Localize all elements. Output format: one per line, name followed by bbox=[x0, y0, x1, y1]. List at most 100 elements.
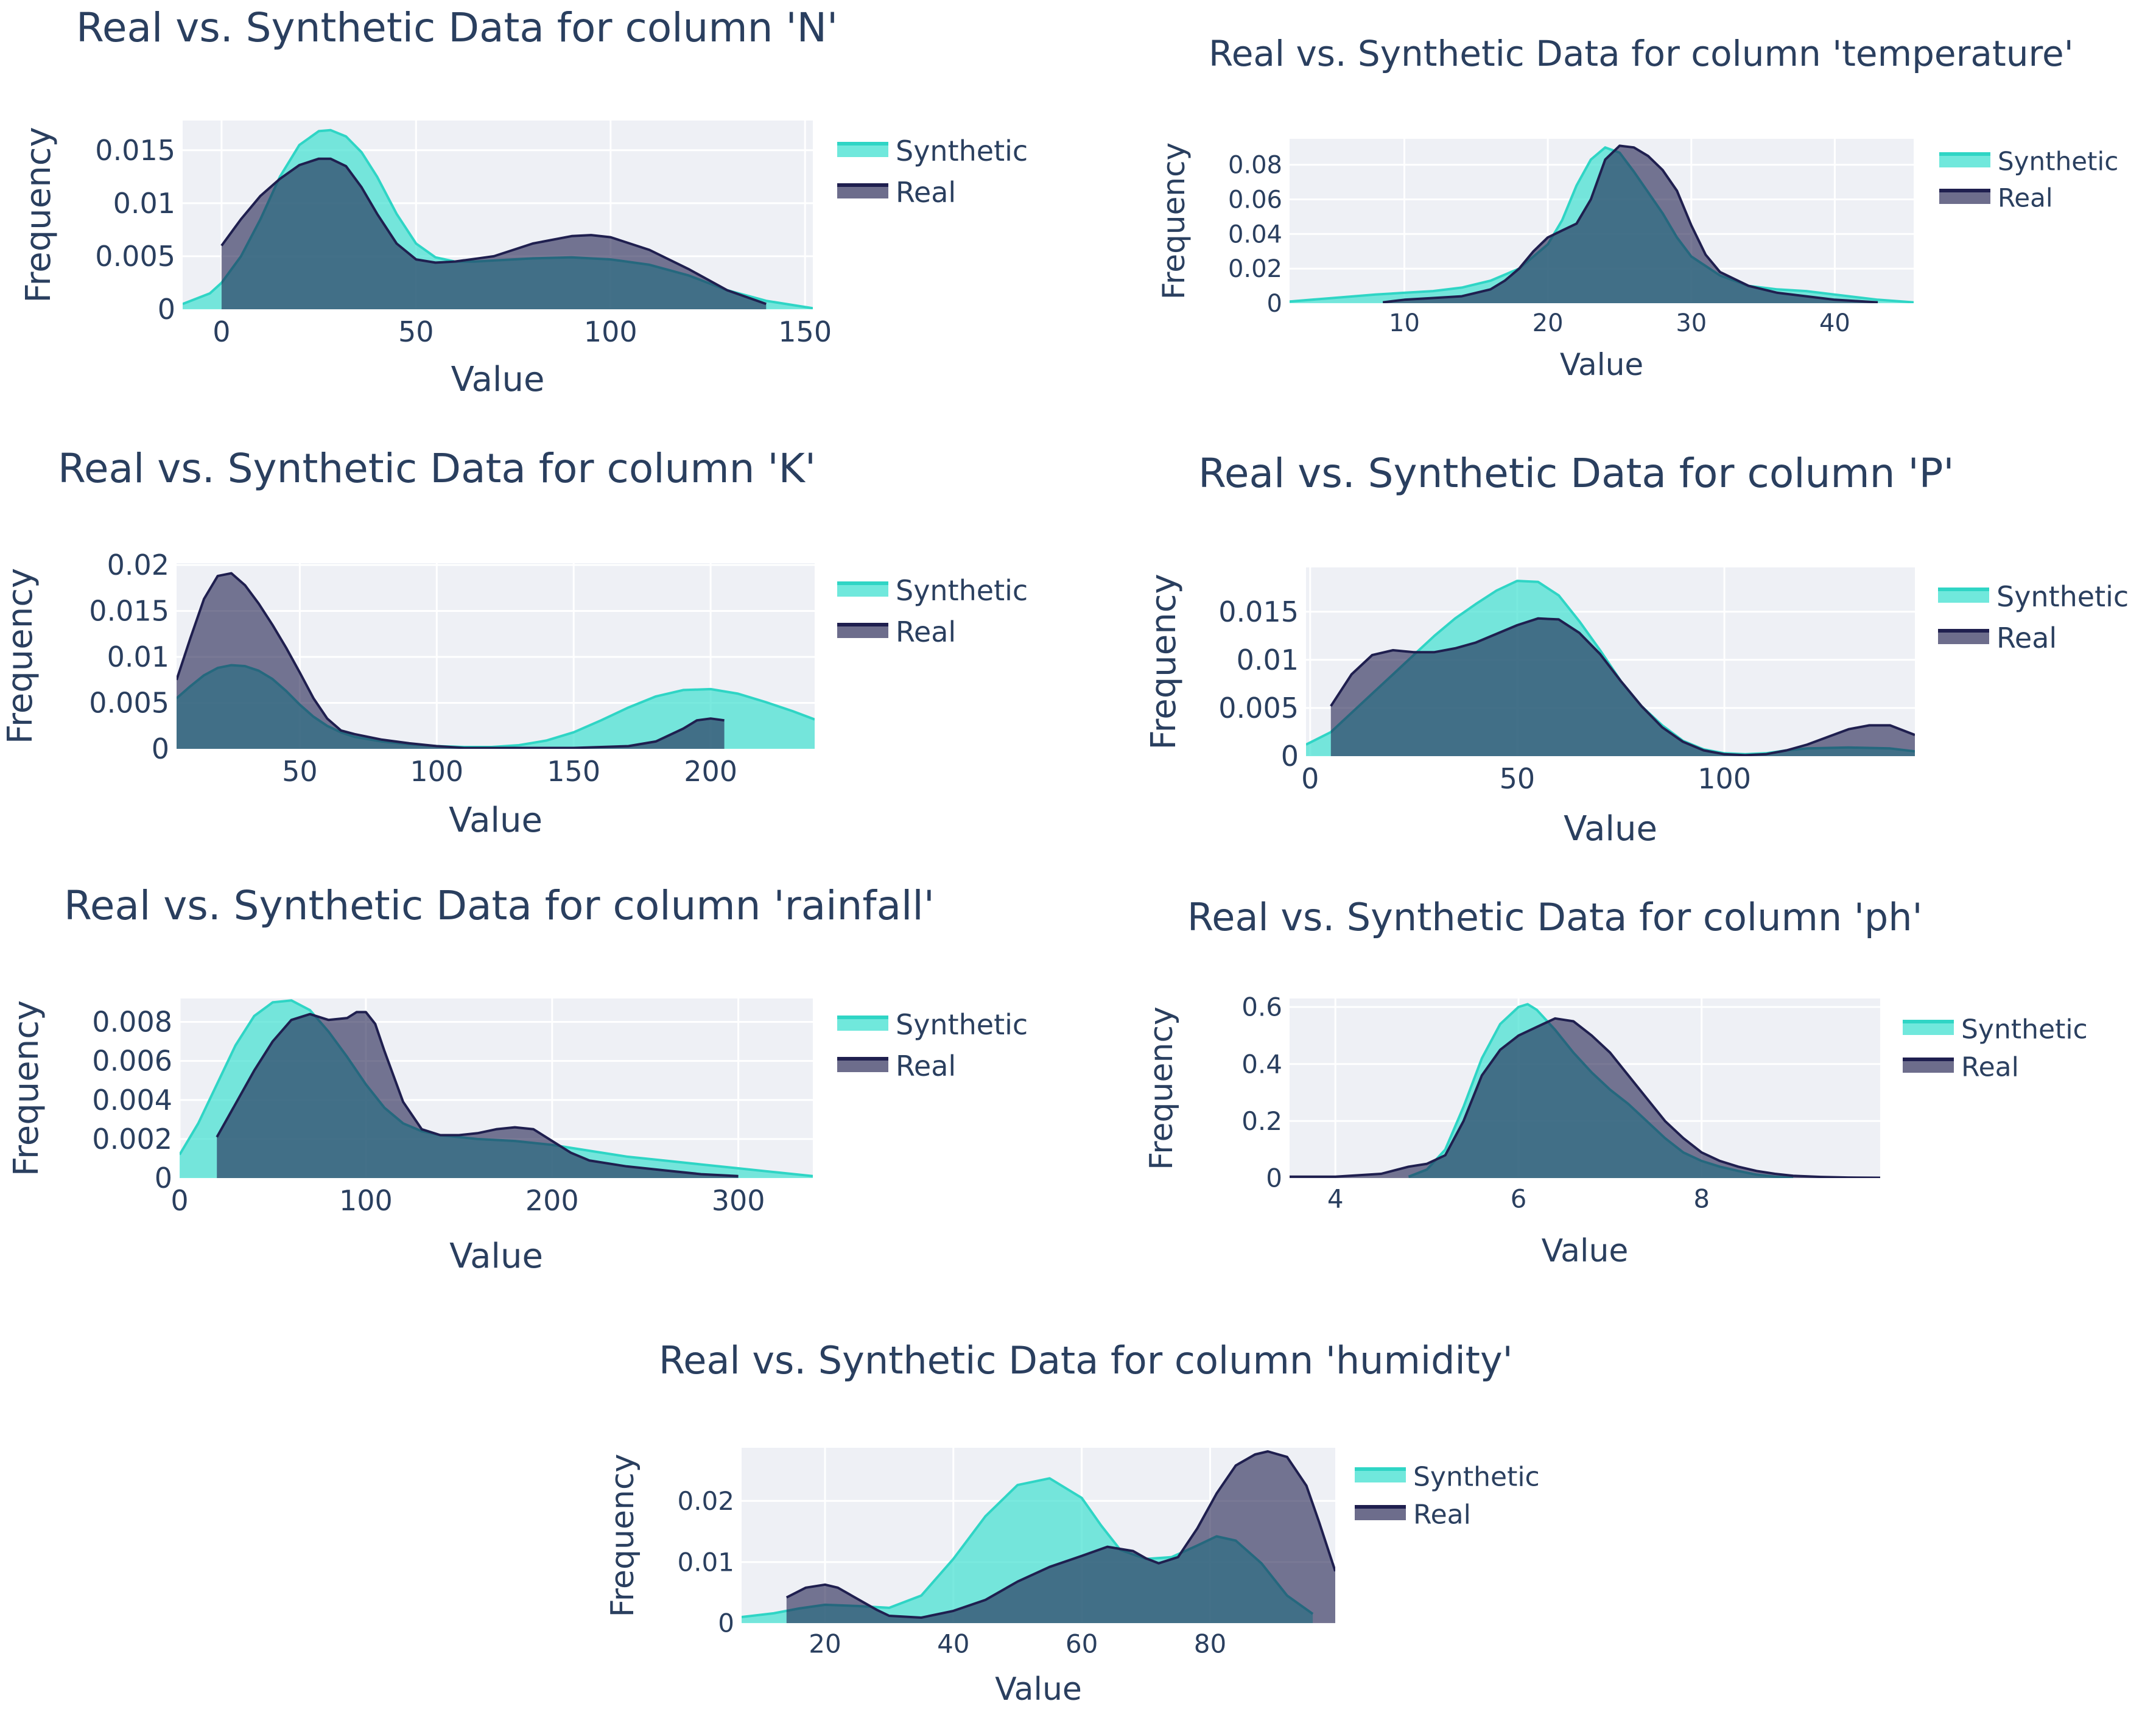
legend-swatch-real bbox=[1355, 1507, 1406, 1520]
y-tick-label: 0.006 bbox=[92, 1045, 172, 1078]
legend-label-real: Real bbox=[1413, 1499, 1471, 1530]
legend-item-real[interactable]: Real bbox=[1355, 1499, 1471, 1530]
legend-swatch-real bbox=[837, 625, 888, 638]
real-area bbox=[177, 573, 725, 749]
synthetic-line bbox=[1290, 146, 1914, 303]
legend[interactable]: Synthetic Real bbox=[837, 574, 1028, 648]
legend-swatch-real bbox=[1903, 1059, 1954, 1073]
series-layer bbox=[1306, 580, 1915, 756]
y-tick-label: 0 bbox=[158, 293, 175, 326]
y-axis-label: Frequency bbox=[1144, 574, 1184, 749]
legend[interactable]: Synthetic Real bbox=[1355, 1461, 1540, 1530]
y-tick-label: 0 bbox=[1267, 290, 1282, 318]
legend-item-synthetic[interactable]: Synthetic bbox=[837, 1008, 1028, 1041]
real-line bbox=[216, 1011, 739, 1177]
legend-swatch-synthetic bbox=[837, 583, 888, 597]
legend-label-real: Real bbox=[896, 616, 956, 648]
x-tick-label: 50 bbox=[398, 315, 434, 348]
y-tick-label: 0.02 bbox=[677, 1486, 734, 1516]
chart-title: Real vs. Synthetic Data for column 'temp… bbox=[1209, 33, 2074, 74]
y-tick-label: 0.2 bbox=[1241, 1106, 1282, 1136]
real-area bbox=[1290, 1018, 1880, 1178]
y-tick-label: 0.015 bbox=[95, 134, 175, 167]
legend[interactable]: Synthetic Real bbox=[1903, 1014, 2088, 1082]
x-axis-label: Value bbox=[451, 360, 545, 399]
x-tick-label: 100 bbox=[1698, 762, 1751, 795]
y-tick-label: 0.08 bbox=[1228, 152, 1282, 180]
legend-item-real[interactable]: Real bbox=[837, 1050, 956, 1082]
legend-swatch-synthetic bbox=[1903, 1022, 1954, 1035]
legend-swatch-synthetic bbox=[1939, 154, 1990, 167]
y-tick-label: 0.01 bbox=[107, 640, 169, 673]
legend-label-synthetic: Synthetic bbox=[1413, 1461, 1540, 1492]
x-tick-label: 10 bbox=[1389, 309, 1420, 337]
legend-swatch-real bbox=[837, 1059, 888, 1072]
x-tick-label: 50 bbox=[1500, 762, 1536, 795]
legend[interactable]: Synthetic Real bbox=[1939, 147, 2118, 213]
y-tick-label: 0.01 bbox=[113, 187, 175, 220]
legend-label-synthetic: Synthetic bbox=[1998, 147, 2118, 177]
legend[interactable]: Synthetic Real bbox=[837, 135, 1028, 209]
x-tick-label: 150 bbox=[547, 755, 600, 788]
y-tick-label: 0.4 bbox=[1241, 1049, 1282, 1079]
x-axis-label: Value bbox=[1560, 347, 1643, 382]
legend[interactable]: Synthetic Real bbox=[1938, 580, 2129, 654]
legend[interactable]: Synthetic Real bbox=[837, 1008, 1028, 1082]
legend-item-synthetic[interactable]: Synthetic bbox=[1938, 580, 2129, 613]
real-line bbox=[1330, 617, 1915, 756]
y-tick-label: 0.004 bbox=[92, 1084, 172, 1117]
series-layer bbox=[180, 999, 813, 1178]
real-area bbox=[1330, 618, 1915, 756]
legend-item-synthetic[interactable]: Synthetic bbox=[1903, 1014, 2088, 1045]
legend-swatch-synthetic bbox=[1355, 1469, 1406, 1482]
y-tick-label: 0.008 bbox=[92, 1006, 172, 1039]
chart-humidity: Real vs. Synthetic Data for column 'humi… bbox=[605, 1338, 1540, 1708]
y-axis-label: Frequency bbox=[1156, 142, 1192, 300]
legend-label-synthetic: Synthetic bbox=[896, 1008, 1028, 1041]
chart-rainfall: Real vs. Synthetic Data for column 'rain… bbox=[7, 882, 1028, 1276]
y-tick-label: 0.02 bbox=[107, 549, 169, 581]
x-tick-label: 100 bbox=[339, 1184, 393, 1217]
x-tick-label: 8 bbox=[1693, 1184, 1710, 1213]
y-tick-label: 0 bbox=[1266, 1163, 1282, 1193]
chart-ph: Real vs. Synthetic Data for column 'ph' 4… bbox=[1143, 895, 2088, 1269]
x-tick-label: 6 bbox=[1511, 1184, 1527, 1213]
legend-item-real[interactable]: Real bbox=[837, 616, 956, 648]
series-layer bbox=[177, 572, 815, 749]
x-tick-label: 300 bbox=[712, 1184, 765, 1217]
real-line bbox=[177, 572, 725, 749]
legend-item-synthetic[interactable]: Synthetic bbox=[1355, 1461, 1540, 1492]
legend-item-real[interactable]: Real bbox=[1903, 1051, 2019, 1082]
legend-swatch-synthetic bbox=[837, 144, 888, 157]
chart-p: Real vs. Synthetic Data for column 'P' 0 5… bbox=[1144, 450, 2129, 849]
legend-item-real[interactable]: Real bbox=[837, 176, 956, 209]
series-layer bbox=[183, 128, 813, 309]
y-tick-label: 0 bbox=[152, 732, 169, 765]
legend-label-synthetic: Synthetic bbox=[896, 574, 1028, 607]
legend-label-synthetic: Synthetic bbox=[1961, 1014, 2088, 1045]
y-tick-label: 0.015 bbox=[89, 595, 169, 628]
y-tick-label: 0.005 bbox=[95, 240, 175, 273]
legend-swatch-real bbox=[1939, 191, 1990, 204]
y-tick-label: 0.04 bbox=[1228, 220, 1282, 248]
y-axis-label: Frequency bbox=[19, 127, 58, 303]
y-tick-label: 0.06 bbox=[1228, 186, 1282, 214]
legend-item-synthetic[interactable]: Synthetic bbox=[837, 574, 1028, 607]
x-tick-label: 50 bbox=[282, 755, 318, 788]
chart-temperature: Real vs. Synthetic Data for column 'temp… bbox=[1156, 33, 2118, 382]
y-tick-label: 0.005 bbox=[89, 687, 169, 720]
y-tick-label: 0.02 bbox=[1228, 255, 1282, 283]
x-tick-label: 80 bbox=[1194, 1629, 1226, 1658]
x-tick-label: 0 bbox=[1301, 762, 1319, 795]
y-tick-label: 0 bbox=[155, 1162, 172, 1195]
x-tick-label: 60 bbox=[1066, 1629, 1098, 1658]
legend-item-real[interactable]: Real bbox=[1939, 183, 2053, 213]
legend-item-real[interactable]: Real bbox=[1938, 622, 2057, 654]
real-area bbox=[221, 158, 767, 309]
y-axis-label: Frequency bbox=[7, 1000, 46, 1176]
legend-item-synthetic[interactable]: Synthetic bbox=[1939, 147, 2118, 177]
y-axis-label: Frequency bbox=[1, 568, 40, 744]
legend-item-synthetic[interactable]: Synthetic bbox=[837, 135, 1028, 167]
x-tick-label: 0 bbox=[170, 1184, 188, 1217]
